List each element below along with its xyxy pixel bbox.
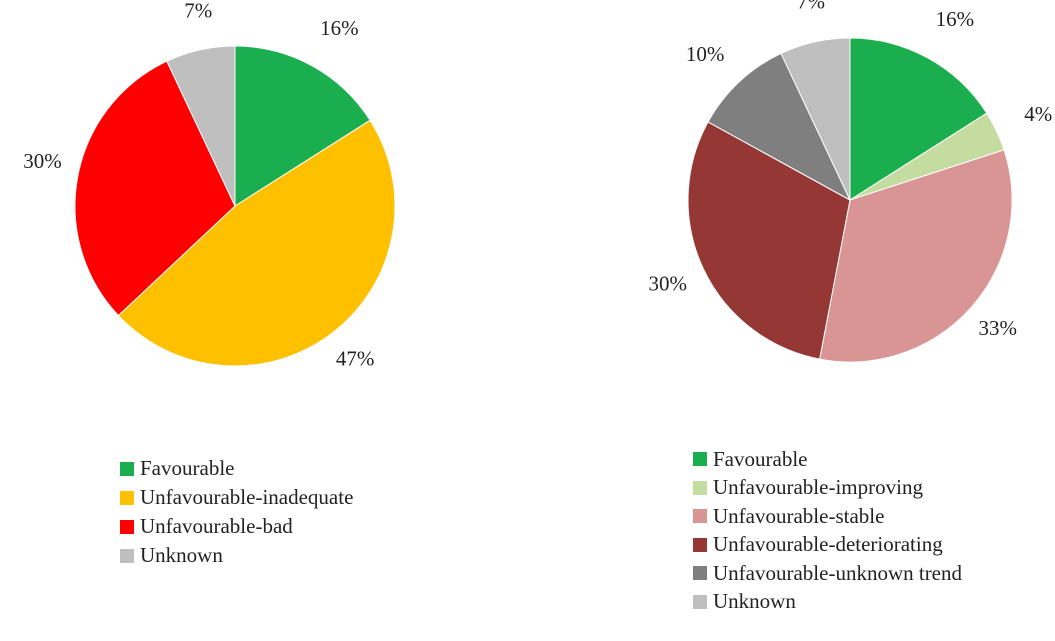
legend-right: Favourable Unfavourable-improving Unfavour… [693,445,962,616]
legend1-item-unknown: Unknown [120,541,353,570]
pie2-label-unfavourable-deteriorating: 30% [648,272,687,296]
legend-swatch [693,537,707,552]
pie1-label-unfavourable-inadequate: 47% [336,347,375,371]
legend-swatch [693,480,707,495]
pie1-slice-favourable [234,45,371,207]
legend-label: Unfavourable-improving [713,475,923,500]
legend1-item-favourable: Favourable [120,454,353,483]
pie2-label-unfavourable-improving: 4% [1024,102,1052,126]
legend2-item-favourable: Favourable [693,445,962,474]
legend-swatch [120,461,134,476]
pie2-slice-unfavourable-stable [819,149,1013,363]
legend2-item-unfavourable-stable: Unfavourable-stable [693,502,962,531]
legend1-item-unfavourable-bad: Unfavourable-bad [120,512,353,541]
pie2-slice-unfavourable-unknown-trend [707,52,852,202]
pie2-slice-unknown [780,37,851,201]
legend2-item-unfavourable-unknown-trend: Unfavourable-unknown trend [693,559,962,588]
legend-swatch [693,566,707,581]
pie1-slice-unfavourable-bad [74,60,236,317]
pie1-slice-unknown [166,45,236,207]
pie1-label-unfavourable-bad: 30% [23,149,62,173]
pie2-label-unknown: 7% [797,0,825,14]
legend-label: Unfavourable-bad [140,514,293,538]
legend-label: Unknown [713,589,796,614]
legend2-item-unfavourable-improving: Unfavourable-improving [693,474,962,503]
legend-label: Unfavourable-stable [713,503,885,528]
legend1-item-unfavourable-inadequate: Unfavourable-inadequate [120,483,353,512]
legend-label: Favourable [140,456,235,480]
pie2-slice-favourable [849,37,988,201]
legend-swatch [693,452,707,467]
legend2-item-unknown: Unknown [693,588,962,617]
pie1-label-favourable: 16% [320,16,359,40]
legend-swatch [693,594,707,609]
legend-label: Unfavourable-deteriorating [713,532,943,557]
legend-label: Unfavourable-inadequate [140,485,354,509]
legend-swatch [120,548,134,563]
legend-label: Unfavourable-unknown trend [713,560,963,585]
legend-swatch [693,509,707,524]
pie1-label-unknown: 7% [184,0,212,23]
pie2-slice-unfavourable-deteriorating [687,121,851,360]
pie1-slice-unfavourable-inadequate [117,119,396,367]
legend-left: Favourable Unfavourable-inadequate Unfavou… [120,454,353,570]
legend-swatch [120,519,134,534]
legend-label: Favourable [713,446,808,471]
legend2-item-unfavourable-deteriorating: Unfavourable-deteriorating [693,531,962,560]
pie2-label-favourable: 16% [936,7,975,31]
pie2-label-unfavourable-unknown-trend: 10% [686,42,725,66]
pie2-label-unfavourable-stable: 33% [979,316,1018,340]
legend-label: Unknown [140,543,223,567]
legend-swatch [120,490,134,505]
